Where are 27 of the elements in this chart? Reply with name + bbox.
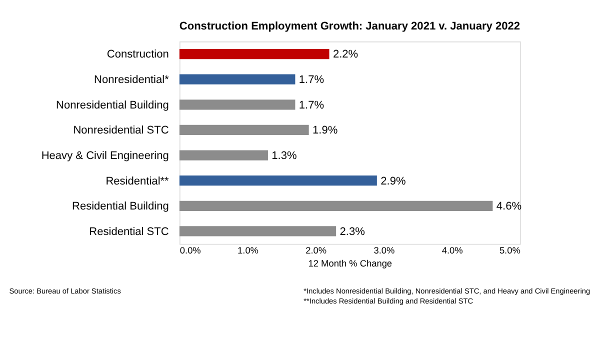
data-label: 2.9%: [380, 175, 406, 188]
y-tick-label: Residential Building: [72, 200, 169, 213]
data-label: 1.3%: [272, 150, 297, 162]
data-label: 4.6%: [496, 200, 522, 213]
data-label: 1.7%: [298, 74, 324, 86]
y-tick-label: Heavy & Civil Engineering: [41, 150, 169, 162]
y-tick-label: Nonresidential Building: [56, 99, 169, 112]
data-label: 1.9%: [312, 124, 338, 137]
x-tick-label: 0.0%: [180, 246, 201, 256]
x-tick-label: 1.0%: [238, 246, 258, 256]
x-axis-title: 12 Month % Change: [308, 258, 392, 268]
x-tick-label: 3.0%: [374, 246, 395, 256]
data-label: 2.2%: [332, 48, 358, 61]
y-tick-label: Nonresidential*: [94, 74, 170, 86]
x-tick-label: 2.0%: [306, 246, 327, 256]
y-tick-label: Residential STC: [89, 226, 169, 238]
x-tick-label: 4.0%: [442, 246, 463, 256]
text: **Includes Residential Building and Residential STC: [304, 296, 474, 306]
chart-title: Construction Employment Growth: January 2021 v. January 2022: [179, 20, 520, 32]
x-tick-label: 5.0%: [499, 246, 520, 256]
y-tick-label: Nonresidential STC: [73, 124, 169, 137]
data-label: 2.3%: [340, 226, 366, 238]
text: *Includes Nonresidential Building, Nonresidential STC, and Heavy and Civil Engineering: [304, 286, 590, 296]
source-note: Source: Bureau of Labor Statistics: [9, 286, 122, 296]
y-tick-label: Construction: [106, 48, 169, 61]
data-label: 1.7%: [298, 99, 324, 112]
y-tick-label: Residential**: [106, 175, 170, 188]
